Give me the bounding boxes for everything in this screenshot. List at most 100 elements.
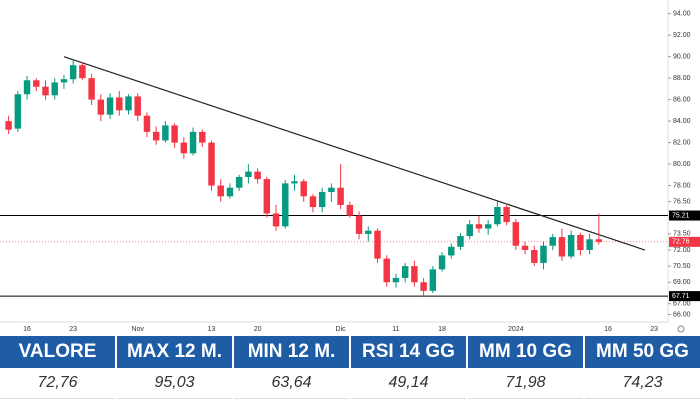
candle-body <box>448 246 455 256</box>
candle-body <box>226 187 234 197</box>
table-value: 63,64 <box>234 368 349 399</box>
x-tick-label: 2024 <box>508 326 524 333</box>
x-tick-label: 13 <box>208 326 216 333</box>
candle-body <box>401 266 409 278</box>
candle-body <box>595 239 603 242</box>
y-tick-label: 88.00 <box>673 75 691 82</box>
table-header: MM 50 GG <box>585 336 700 368</box>
candle-body <box>355 215 363 234</box>
stats-table: VALORE MAX 12 M. MIN 12 M. RSI 14 GG MM 10 G… <box>0 336 700 399</box>
candle-body <box>33 80 40 87</box>
candle-body <box>512 222 520 246</box>
candle-body <box>484 224 492 229</box>
table-header: MM 10 GG <box>468 336 583 368</box>
price-tag-label: 75.21 <box>672 212 690 219</box>
price-tag <box>669 210 700 221</box>
candle-body <box>143 115 151 132</box>
candle-body <box>217 185 224 197</box>
candle-body <box>272 213 280 227</box>
candle-body <box>134 96 141 116</box>
y-tick-label: 92.00 <box>673 32 691 39</box>
candle-body <box>199 131 206 143</box>
candle-body <box>374 230 381 259</box>
candle-body <box>383 258 390 283</box>
table-value: 71,98 <box>468 368 583 399</box>
candle-body <box>411 266 418 283</box>
candle-body <box>42 86 49 96</box>
y-tick-label: 84.00 <box>673 118 691 125</box>
candle-body <box>235 176 243 188</box>
y-tick-label: 82.00 <box>673 139 691 146</box>
table-header: MAX 12 M. <box>117 336 232 368</box>
table-value: 95,03 <box>117 368 232 399</box>
candle-body <box>180 142 188 154</box>
candle-body <box>171 125 178 143</box>
candle-body <box>106 97 114 115</box>
x-tick-label: 16 <box>604 326 612 333</box>
candle-body <box>60 79 68 83</box>
candle-body <box>328 187 335 193</box>
y-tick-label: 67.00 <box>673 301 691 308</box>
y-tick-label: 69.00 <box>673 279 691 286</box>
candle-body <box>23 80 31 95</box>
candle-body <box>365 230 372 234</box>
y-tick-label: 90.00 <box>673 53 691 60</box>
candle-body <box>291 181 298 184</box>
candle-body <box>69 65 77 80</box>
candle-body <box>14 94 22 129</box>
trendline <box>63 56 646 251</box>
y-tick-label: 72.00 <box>673 247 691 254</box>
chart: 94.00 92.00 90.00 88.00 86.00 84.00 82.00 80.00… <box>0 0 700 333</box>
candle-body <box>567 234 575 257</box>
candle-body <box>309 196 317 208</box>
table-header: RSI 14 GG <box>351 336 466 368</box>
x-tick-label: Nov <box>131 326 144 333</box>
candle-body <box>152 131 160 141</box>
candle-body <box>254 171 261 180</box>
candle-body <box>88 78 95 100</box>
candle-body <box>420 282 427 291</box>
candle-body <box>531 250 538 263</box>
y-tick-label: 80.00 <box>673 161 691 168</box>
table-header: VALORE <box>0 336 115 368</box>
candle-body <box>97 99 105 115</box>
settings-icon <box>677 325 685 333</box>
candle-body <box>300 181 307 197</box>
table-value: 72,76 <box>0 368 115 399</box>
candle-body <box>337 187 344 205</box>
y-tick-label: 66.00 <box>673 311 691 318</box>
candle-body <box>51 82 58 96</box>
x-tick-label: 16 <box>23 326 31 333</box>
candle-body <box>494 207 501 225</box>
candle-body <box>392 277 400 283</box>
candle-body <box>549 237 556 246</box>
candle-body <box>263 179 271 214</box>
candle-body <box>282 183 289 227</box>
candle-body <box>125 96 132 111</box>
y-tick-label: 70.50 <box>673 263 691 270</box>
candle-body <box>438 255 446 270</box>
candle-body <box>5 121 12 130</box>
candle-body <box>318 192 326 208</box>
candle-body <box>457 236 464 247</box>
y-tick-label: 94.00 <box>673 11 691 18</box>
candle-body <box>116 97 123 111</box>
price-tag-label: 72.76 <box>672 239 690 246</box>
table-value: 74,23 <box>585 368 700 399</box>
x-tick-label: 11 <box>392 326 399 333</box>
x-tick-label: 23 <box>69 326 77 333</box>
y-tick-label: 86.00 <box>673 96 691 103</box>
candle-body <box>466 224 473 237</box>
table-value: 49,14 <box>351 368 466 399</box>
y-tick-label: 78.00 <box>673 182 691 189</box>
x-tick-label: 18 <box>438 326 446 333</box>
y-tick-label: 76.50 <box>673 199 691 206</box>
price-tag <box>669 291 700 302</box>
candle-body <box>208 142 215 186</box>
candle-body <box>79 65 86 79</box>
candle-body <box>475 224 483 229</box>
price-tag-label: 67.71 <box>672 293 690 300</box>
x-tick-label: 20 <box>254 326 262 333</box>
candle-body <box>429 269 437 291</box>
